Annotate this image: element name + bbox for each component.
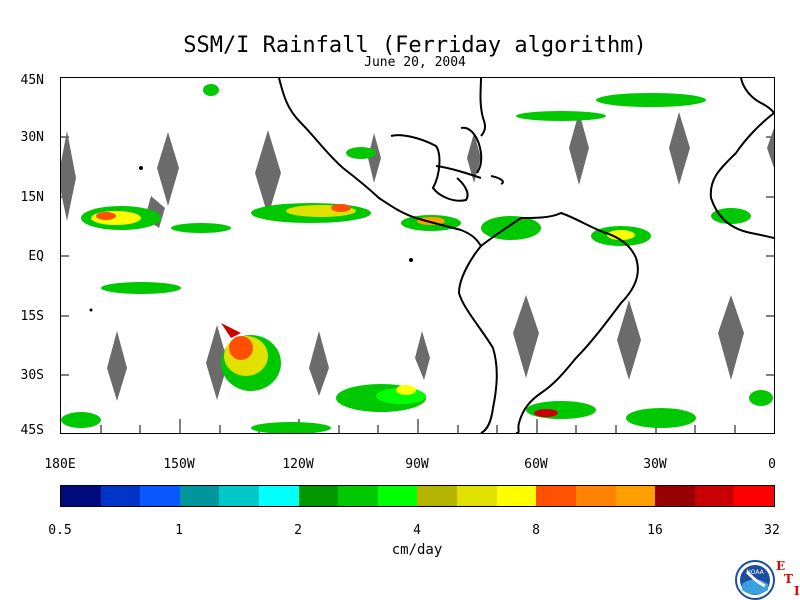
lon-label-180e: 180E (44, 457, 76, 472)
lon-label-90w: 90W (405, 457, 429, 472)
colorbar-swatch (179, 486, 220, 506)
lat-label-eq: EQ (28, 249, 44, 264)
colorbar (60, 485, 775, 507)
colorbar-swatch (536, 486, 576, 506)
colorbar-swatch (417, 486, 458, 506)
coastlines (278, 77, 775, 434)
colorbar-swatch (338, 486, 378, 506)
colorbar-swatch (377, 486, 418, 506)
logo-letter-e: E (776, 559, 786, 573)
logo-letter-i: I (794, 584, 800, 598)
lon-label-150w: 150W (163, 457, 195, 472)
lon-label-0: 0 (768, 457, 776, 472)
rainfall-map (58, 77, 781, 434)
colorbar-tick-2: 2 (294, 523, 302, 538)
logo-letter-t: T (784, 572, 793, 586)
colorbar-swatch (140, 486, 180, 506)
colorbar-tick-16: 16 (647, 523, 663, 538)
lat-label-15s: 15S (20, 309, 44, 324)
lon-label-60w: 60W (524, 457, 548, 472)
colorbar-swatch (61, 486, 101, 506)
map-title: SSM/I Rainfall (Ferriday algorithm) (183, 33, 647, 58)
islands (89, 166, 413, 312)
colorbar-swatch (694, 486, 735, 506)
colorbar-swatch (457, 486, 497, 506)
map-date: June 20, 2004 (364, 55, 466, 70)
colorbar-swatch (298, 486, 339, 506)
colorbar-tick-4: 4 (413, 523, 421, 538)
map-svg (58, 77, 781, 434)
colorbar-unit: cm/day (391, 542, 443, 558)
swath-gaps (58, 112, 781, 401)
lat-label-45n: 45N (20, 73, 44, 88)
colorbar-swatch (575, 486, 616, 506)
logo-text: NOAA (746, 569, 764, 576)
lat-label-15n: 15N (20, 190, 44, 205)
lon-label-120w: 120W (282, 457, 314, 472)
colorbar-swatch (655, 486, 695, 506)
colorbar-tick-32: 32 (764, 523, 780, 538)
colorbar-swatch (615, 486, 656, 506)
lat-label-45s: 45S (20, 423, 44, 438)
noaa-logo-icon: NOAA (735, 560, 775, 600)
lon-label-30w: 30W (643, 457, 667, 472)
colorbar-swatch (259, 486, 299, 506)
colorbar-swatch (219, 486, 260, 506)
colorbar-swatch (100, 486, 141, 506)
colorbar-swatch (734, 486, 774, 506)
colorbar-tick-0-5: 0.5 (48, 523, 72, 538)
colorbar-swatch (496, 486, 537, 506)
lat-label-30n: 30N (20, 130, 44, 145)
lat-label-30s: 30S (20, 368, 44, 383)
colorbar-tick-1: 1 (175, 523, 183, 538)
colorbar-tick-8: 8 (532, 523, 540, 538)
